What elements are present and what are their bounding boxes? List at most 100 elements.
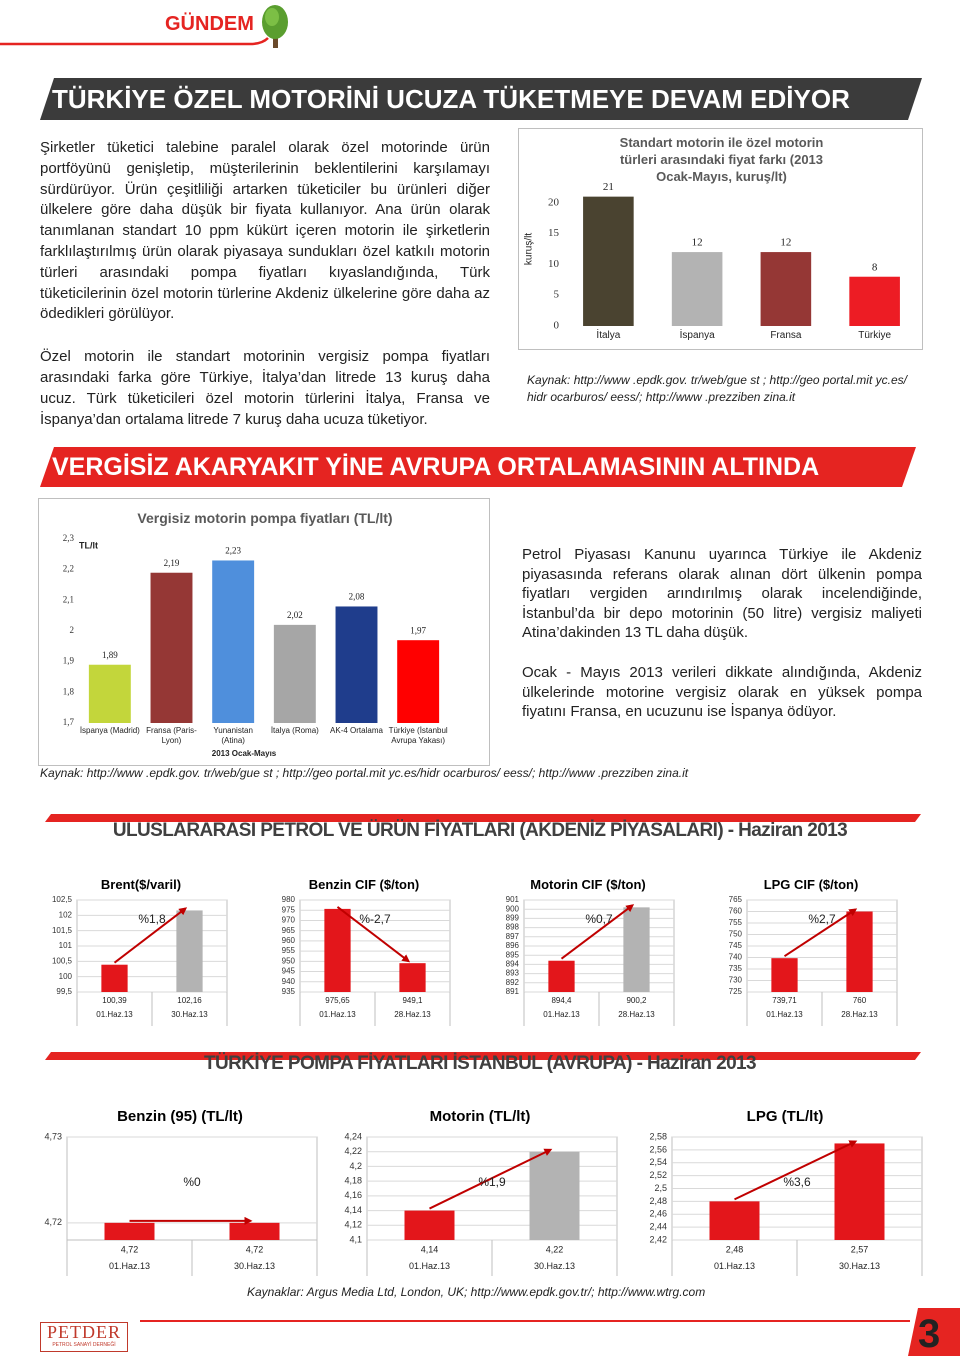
y-tick-label: 15: [548, 227, 560, 239]
chart-plot: 99,5 100 100,5 101 101,5 102 102,5 100,39 102,16…: [52, 895, 228, 1026]
annotation: %3,6: [783, 1175, 811, 1189]
y-tick-label: 970: [282, 916, 296, 925]
y-tick-label: 4,14: [344, 1205, 362, 1215]
bar: [176, 910, 203, 992]
section-title: TÜRKİYE POMPA FİYATLARI İSTANBUL (AVRUPA…: [204, 1053, 757, 1074]
y-tick-label: 892: [506, 978, 520, 987]
y-tick-label: 965: [282, 926, 296, 935]
y-tick-label: 4,2: [349, 1161, 362, 1171]
value-label: 4,72: [246, 1244, 264, 1254]
bar: [88, 664, 131, 723]
y-tick-label: 99,5: [56, 987, 72, 996]
trend-arrow: [560, 904, 635, 960]
y-tick-label: 735: [729, 964, 743, 973]
y-tick-label: 2,58: [649, 1131, 667, 1141]
logo-text: PETDER: [46, 1322, 121, 1342]
y-tick-label: 4,16: [344, 1190, 362, 1200]
chart-title: Benzin CIF ($/ton): [308, 877, 420, 892]
value-label: 2,57: [851, 1244, 869, 1254]
trend-arrow: [429, 1148, 553, 1210]
y-tick-label: 765: [729, 895, 743, 904]
value-label: 1,89: [102, 650, 118, 660]
bar: [150, 572, 193, 723]
chart-title: LPG (TL/lt): [746, 1108, 824, 1125]
y-tick-label: 1,7: [63, 717, 75, 727]
chart: 4,72 4,73 4,72 4,72 %0 Benzin (95) (TL/lt) 01.…: [35, 1103, 325, 1278]
section-label: GÜNDEM: [165, 13, 254, 35]
chart-plot: 4,72 4,73 4,72 4,72 %0: [44, 1131, 318, 1276]
y-tick-label: 2: [70, 625, 75, 635]
chart-title: Motorin (TL/lt): [429, 1108, 531, 1125]
chart: 891 892 893 894 895 896 897 898 899 900 901 894,4 90…: [482, 868, 694, 1028]
y-tick-label: 897: [506, 932, 520, 941]
section-rule: [45, 1052, 921, 1060]
y-tick-label: 100: [59, 972, 73, 981]
value-label: 2,19: [164, 558, 180, 568]
y-tick-label: 893: [506, 969, 520, 978]
footer-rule: [140, 1320, 910, 1322]
chart-title: Standart motorin ile özel motorin türler…: [619, 135, 824, 184]
y-tick-label: 975: [282, 905, 296, 914]
y-tick-label: 2,42: [649, 1234, 667, 1244]
article-text: Petrol Piyasası Kanunu uyarınca Türkiye …: [522, 545, 922, 722]
x-tick-label: 30.Haz.13: [171, 1010, 208, 1019]
x-tick-label: 30.Haz.13: [233, 1261, 276, 1271]
y-tick-label: 760: [729, 907, 743, 916]
y-tick-label: 2,48: [649, 1196, 667, 1206]
annotation: %0: [183, 1175, 201, 1189]
bar: [397, 640, 440, 723]
y-tick-label: 980: [282, 895, 296, 904]
y-tick-label: 4,72: [44, 1217, 62, 1227]
x-tick-label: 28.Haz.13: [394, 1010, 431, 1019]
value-label: 2,23: [225, 546, 241, 556]
y-tick-label: 102: [59, 910, 73, 919]
y-tick-label: 896: [506, 941, 520, 950]
x-tick-label: Türkiye (İstanbul Avrupa Yakası): [388, 726, 448, 745]
y-tick-label: 4,18: [344, 1176, 362, 1186]
bar: [399, 963, 426, 992]
bar: [529, 1151, 580, 1240]
value-label: 975,65: [325, 996, 350, 1005]
value-label: 100,39: [102, 996, 127, 1005]
y-tick-label: 2,3: [63, 533, 75, 543]
y-tick-label: 950: [282, 956, 296, 965]
bar: [212, 560, 255, 723]
y-tick-label: 2,56: [649, 1144, 667, 1154]
y-tick-label: 4,1: [349, 1234, 362, 1244]
chart-plot: 0 5 10 15 20 21 12 12 8 kuruş/lt: [524, 181, 900, 332]
chart: 0 5 10 15 20 21 12 12 8 kuruş/lt Standart motorin …: [518, 128, 923, 350]
y-tick-label: 745: [729, 941, 743, 950]
trend-arrow: [734, 1140, 858, 1201]
chart-plot: 2,42 2,44 2,46 2,48 2,5 2,52 2,54 2,56 2,58 2,48 2…: [649, 1131, 923, 1276]
value-label: 760: [853, 996, 867, 1005]
value-label: 4,72: [121, 1244, 139, 1254]
value-label: 2,02: [287, 610, 303, 620]
headline: VERGİSİZ AKARYAKIT YİNE AVRUPA ORTALAMAS…: [40, 447, 916, 487]
y-tick-label: 2,1: [63, 594, 74, 604]
x-axis-label: 2013 Ocak-Mayıs: [212, 749, 277, 758]
y-tick-label: 940: [282, 977, 296, 986]
y-tick-label: 899: [506, 914, 520, 923]
x-tick-label: Yunanistan (Atina): [213, 726, 253, 745]
headline: TÜRKİYE ÖZEL MOTORİNİ UCUZA TÜKETMEYE DE…: [40, 78, 922, 120]
value-label: 4,14: [421, 1244, 439, 1254]
chart-title: Motorin CIF ($/ton): [530, 877, 646, 892]
bar: [834, 1143, 885, 1240]
x-tick-label: 01.Haz.13: [713, 1261, 756, 1271]
y-tick-label: 945: [282, 967, 296, 976]
y-tick-label: 2,54: [649, 1157, 667, 1167]
bar: [623, 907, 650, 992]
x-tick-label: 01.Haz.13: [408, 1261, 451, 1271]
x-tick-label: 28.Haz.13: [618, 1010, 655, 1019]
annotation: %1,9: [478, 1175, 506, 1189]
y-tick-label: 101,5: [52, 926, 73, 935]
x-tick-label: Fransa: [770, 330, 802, 341]
x-tick-label: 30.Haz.13: [533, 1261, 576, 1271]
header-decoration: [0, 5, 288, 48]
y-axis-label: kuruş/lt: [524, 233, 535, 265]
chart: 1,7 1,8 1,9 2 2,1 2,2 2,3 1,89 2,19 2,23 2,02 2,08 1…: [38, 498, 490, 766]
y-tick-label: 102,5: [52, 895, 73, 904]
y-tick-label: 4,24: [344, 1131, 362, 1141]
annotation: %2,7: [808, 912, 836, 926]
